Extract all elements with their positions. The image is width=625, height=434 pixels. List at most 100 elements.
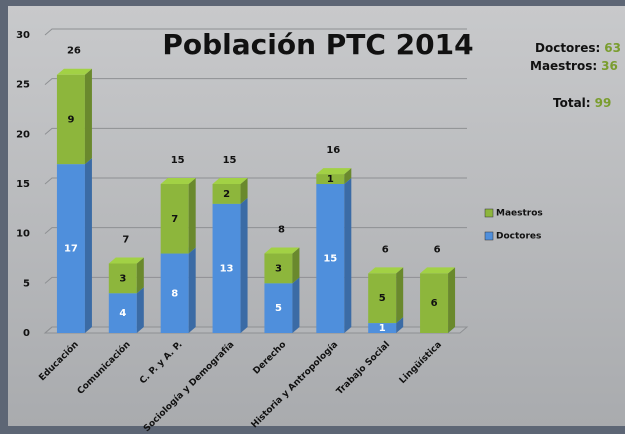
y-tick-label: 25 — [16, 80, 30, 91]
summary-label: Doctores: — [535, 41, 600, 55]
bar-side — [136, 287, 144, 333]
total-label: 16 — [326, 145, 340, 156]
bar-front — [108, 293, 137, 333]
chart-title: Población PTC 2014 — [162, 28, 473, 61]
bar-front — [212, 203, 241, 333]
bar-front — [160, 253, 189, 333]
data-label: 5 — [275, 303, 282, 314]
bar-side — [396, 267, 404, 324]
bar-side — [292, 277, 300, 333]
data-label: 1 — [327, 174, 334, 185]
bar-top — [160, 178, 196, 184]
bar-segment — [316, 168, 352, 184]
data-label: 1 — [379, 323, 386, 334]
summary-text: Maestros: 36 — [530, 59, 618, 73]
total-label: 26 — [67, 46, 81, 57]
y-tick-label: 15 — [16, 179, 30, 190]
bar-segment — [212, 197, 248, 333]
legend-label: Doctores — [496, 232, 541, 242]
floor — [43, 326, 469, 334]
total-label: 15 — [223, 155, 237, 166]
bar-front — [56, 74, 85, 165]
bar-side — [448, 267, 456, 333]
summary-label: Total: — [553, 96, 591, 110]
total-label: 6 — [434, 244, 441, 255]
bar-front — [368, 273, 397, 324]
bar-top — [264, 247, 300, 254]
grid-line — [44, 78, 467, 86]
summary-value: 63 — [604, 41, 621, 55]
bar-side — [136, 257, 144, 294]
data-label: 8 — [171, 288, 178, 299]
bar-front — [56, 164, 85, 333]
total-label: 6 — [382, 244, 389, 255]
bar-segment — [56, 158, 92, 333]
bar-side — [240, 197, 248, 333]
data-label: 3 — [275, 263, 282, 274]
bar-segment — [264, 277, 300, 333]
bar-side — [188, 247, 196, 333]
bar-segment — [160, 247, 196, 333]
data-label: 2 — [223, 189, 230, 200]
bar-front — [212, 184, 241, 204]
bar-front — [264, 283, 293, 333]
bar-top — [420, 267, 456, 274]
data-label: 3 — [119, 273, 126, 284]
bar-front — [264, 253, 293, 284]
data-label: 6 — [431, 298, 438, 309]
y-tick-label: 5 — [23, 278, 30, 289]
data-label: 4 — [119, 308, 126, 319]
bar-side — [84, 68, 92, 165]
bar-segment — [108, 257, 144, 294]
y-tick-label: 0 — [23, 328, 30, 339]
legend-label: Maestros — [496, 209, 543, 219]
bar-segment — [368, 267, 404, 324]
y-tick-label: 20 — [16, 129, 30, 140]
bar-segment — [420, 267, 456, 333]
total-label: 7 — [122, 234, 129, 245]
bar-front — [368, 323, 397, 333]
summary-text: Doctores: 63 — [535, 41, 621, 55]
bar-side — [396, 317, 404, 333]
bar-top — [56, 68, 92, 75]
bar-front — [160, 184, 189, 254]
bar-front — [316, 184, 345, 333]
bar-side — [292, 247, 300, 284]
bar-side — [240, 178, 248, 204]
total-label: 15 — [171, 155, 185, 166]
legend-swatch — [484, 231, 494, 241]
grid-line — [44, 127, 467, 135]
bar-segment — [108, 287, 144, 333]
bar-segment — [212, 178, 248, 204]
summary-value: 99 — [595, 96, 612, 110]
data-label: 15 — [323, 254, 337, 265]
bar-top — [316, 168, 352, 175]
data-label: 9 — [67, 114, 74, 125]
bar-top — [368, 267, 404, 274]
bar-front — [108, 263, 137, 294]
y-tick-label: 30 — [16, 30, 30, 41]
bar-side — [84, 158, 92, 333]
bar-side — [344, 168, 352, 184]
bar-front — [316, 174, 345, 184]
data-label: 17 — [64, 244, 78, 255]
data-label: 5 — [379, 293, 386, 304]
bar-segment — [264, 247, 300, 284]
grid-line — [44, 28, 467, 36]
total-label: 8 — [278, 225, 285, 236]
summary-text: Total: 99 — [553, 96, 611, 110]
summary-value: 36 — [601, 59, 618, 73]
bar-side — [344, 178, 352, 333]
data-label: 13 — [220, 263, 234, 274]
bar-top — [212, 178, 248, 184]
bar-segment — [160, 178, 196, 254]
summary-label: Maestros: — [530, 59, 597, 73]
bar-front — [420, 273, 449, 333]
bar-top — [108, 257, 144, 264]
y-tick-label: 10 — [16, 229, 30, 240]
legend-swatch — [484, 208, 494, 218]
bar-segment — [56, 68, 92, 165]
bar-side — [188, 178, 196, 254]
data-label: 7 — [171, 214, 178, 225]
